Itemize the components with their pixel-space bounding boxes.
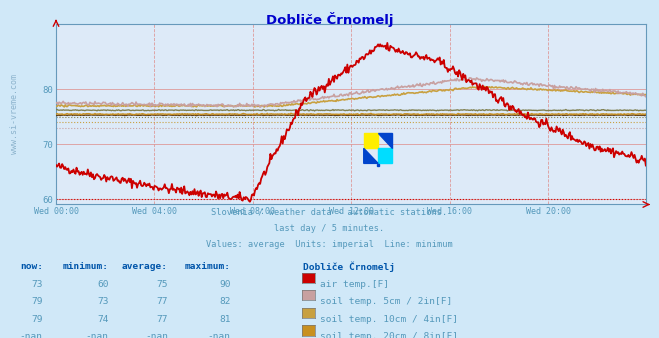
Text: 73: 73 [32, 280, 43, 289]
Text: soil temp. 10cm / 4in[F]: soil temp. 10cm / 4in[F] [320, 315, 457, 324]
Text: -nan: -nan [20, 332, 43, 338]
Text: Slovenia / weather data - automatic stations.: Slovenia / weather data - automatic stat… [212, 208, 447, 217]
Polygon shape [364, 133, 378, 148]
Text: 81: 81 [219, 315, 231, 324]
Text: air temp.[F]: air temp.[F] [320, 280, 389, 289]
Text: soil temp. 20cm / 8in[F]: soil temp. 20cm / 8in[F] [320, 332, 457, 338]
Text: 73: 73 [98, 297, 109, 306]
Text: 79: 79 [32, 297, 43, 306]
Text: 74: 74 [98, 315, 109, 324]
Text: average:: average: [122, 262, 168, 271]
Text: www.si-vreme.com: www.si-vreme.com [11, 74, 19, 154]
Text: maximum:: maximum: [185, 262, 231, 271]
Text: 60: 60 [98, 280, 109, 289]
Text: 82: 82 [219, 297, 231, 306]
Polygon shape [378, 133, 393, 148]
Text: Values: average  Units: imperial  Line: minimum: Values: average Units: imperial Line: mi… [206, 240, 453, 249]
Text: soil temp. 5cm / 2in[F]: soil temp. 5cm / 2in[F] [320, 297, 452, 306]
Text: 79: 79 [32, 315, 43, 324]
Text: -nan: -nan [145, 332, 168, 338]
Polygon shape [364, 148, 378, 163]
Text: 90: 90 [219, 280, 231, 289]
Text: Dobliče Črnomelj: Dobliče Črnomelj [266, 12, 393, 27]
Text: now:: now: [20, 262, 43, 271]
Text: last day / 5 minutes.: last day / 5 minutes. [274, 224, 385, 233]
Text: 75: 75 [157, 280, 168, 289]
Text: minimum:: minimum: [63, 262, 109, 271]
Polygon shape [378, 148, 393, 163]
Text: -nan: -nan [86, 332, 109, 338]
Text: 77: 77 [157, 297, 168, 306]
Text: Dobliče Črnomelj: Dobliče Črnomelj [303, 262, 395, 272]
Text: 77: 77 [157, 315, 168, 324]
Text: -nan: -nan [208, 332, 231, 338]
